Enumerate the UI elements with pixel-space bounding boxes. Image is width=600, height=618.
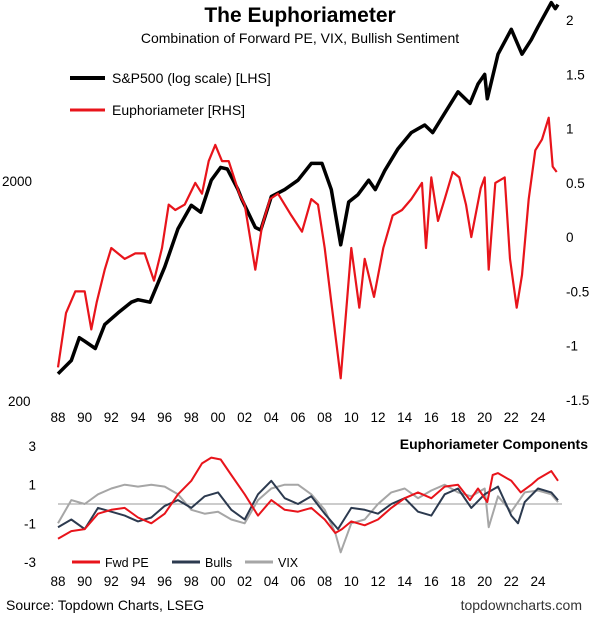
bottom-x-tick: 04 [264,574,280,589]
bottom-y-tick: -3 [24,555,36,570]
bottom-x-axis: 88 90 92 94 96 98 00 02 04 06 08 10 12 14 16 18 20 22 24 [50,574,546,589]
top-x-tick: 22 [504,410,519,425]
bottom-plot-area [57,456,559,554]
top-x-tick: 20 [477,410,492,425]
top-y-left-tick: 200 [8,394,31,409]
top-y-right-tick: 0 [566,230,574,245]
bottom-x-tick: 14 [397,574,413,589]
bottom-x-tick: 18 [450,574,465,589]
top-legend: S&P500 (log scale) [LHS] Euphoriameter [… [70,70,271,118]
top-x-tick: 16 [424,410,439,425]
series-line-fwd-pe [57,456,559,540]
top-x-tick: 08 [317,410,332,425]
top-x-tick: 04 [264,410,280,425]
bottom-x-tick: 00 [210,574,225,589]
bottom-y-tick: 3 [28,439,36,454]
legend-label-fwd-pe: Fwd PE [105,556,149,570]
bottom-x-tick: 10 [344,574,359,589]
top-x-tick: 18 [450,410,465,425]
top-y-right-tick: -1 [566,339,578,354]
legend-label-bulls: Bulls [205,556,232,570]
website-link[interactable]: topdowncharts.com [460,597,582,613]
top-x-tick: 92 [104,410,119,425]
top-plot-area [56,0,560,380]
top-x-tick: 98 [184,410,199,425]
top-x-tick: 10 [344,410,359,425]
bottom-x-tick: 92 [104,574,119,589]
top-y-right-axis: -1.5 -1 -0.5 0 0.5 1 1.5 2 [566,13,589,408]
chart-title: The Euphoriameter [204,4,396,27]
top-x-tick: 94 [130,410,146,425]
bottom-x-tick: 94 [130,574,146,589]
bottom-x-tick: 98 [184,574,199,589]
components-panel-title: Euphoriameter Components [400,436,588,452]
bottom-y-tick: -1 [24,516,36,531]
top-x-tick: 90 [77,410,92,425]
bottom-legend: Fwd PE Bulls VIX [72,556,299,570]
series-line-sp500 [56,0,560,376]
source-note: Source: Topdown Charts, LSEG [6,597,205,613]
top-x-tick: 14 [397,410,413,425]
bottom-x-tick: 02 [237,574,252,589]
top-y-right-tick: -1.5 [566,393,589,408]
bottom-x-tick: 12 [370,574,385,589]
top-y-right-tick: 0.5 [566,176,585,191]
chart-subtitle: Combination of Forward PE, VIX, Bullish … [140,30,460,46]
top-x-tick: 96 [157,410,172,425]
legend-label-euphoriameter: Euphoriameter [RHS] [112,102,245,118]
top-y-right-tick: 1 [566,122,574,137]
bottom-x-tick: 08 [317,574,332,589]
bottom-x-tick: 96 [157,574,172,589]
top-y-left-axis: 2000 200 [2,174,32,409]
top-y-right-tick: 2 [566,13,574,28]
top-y-right-tick: 1.5 [566,67,585,82]
bottom-y-tick: 1 [28,478,36,493]
bottom-x-tick: 22 [504,574,519,589]
series-line-bulls [57,479,559,531]
bottom-x-tick: 06 [290,574,305,589]
top-x-axis: 88 90 92 94 96 98 00 02 04 06 08 10 12 14 16 18 20 22 24 [50,410,546,425]
top-x-tick: 88 [50,410,65,425]
top-x-tick: 06 [290,410,305,425]
top-x-tick: 02 [237,410,252,425]
bottom-x-tick: 16 [424,574,439,589]
bottom-x-tick: 90 [77,574,92,589]
legend-label-vix: VIX [278,556,299,570]
top-y-right-tick: -0.5 [566,284,589,299]
top-x-tick: 00 [210,410,225,425]
top-x-tick: 24 [530,410,546,425]
legend-label-sp500: S&P500 (log scale) [LHS] [112,70,271,86]
bottom-x-tick: 24 [530,574,546,589]
bottom-x-tick: 88 [50,574,65,589]
top-x-tick: 12 [370,410,385,425]
series-line-euphoriameter [56,116,558,380]
bottom-y-axis: 3 1 -1 -3 [24,439,36,570]
bottom-x-tick: 20 [477,574,492,589]
top-y-left-tick: 2000 [2,174,32,189]
